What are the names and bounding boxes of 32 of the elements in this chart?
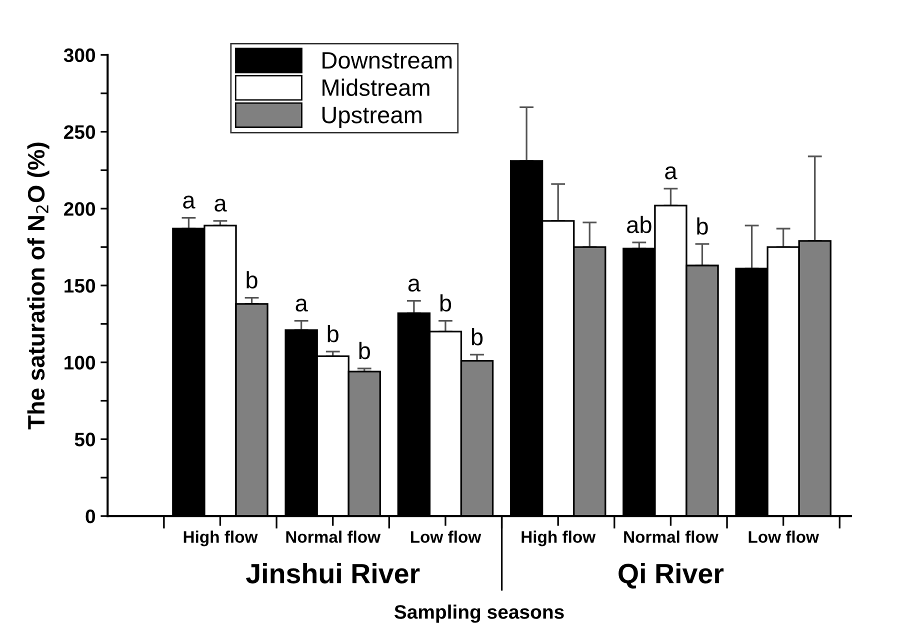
data-label: a — [214, 198, 227, 212]
data-label: a — [296, 298, 308, 312]
data-label: a — [183, 196, 196, 209]
data-label: b — [246, 271, 258, 288]
data-label: ab — [627, 216, 652, 234]
x-tick-label: Normal flow — [286, 530, 381, 543]
y-tick-label: 200 — [64, 202, 96, 216]
y-tick-label: 50 — [74, 432, 96, 446]
y-tick-label: 300 — [64, 48, 96, 62]
text: Qi River — [618, 563, 724, 589]
data-label: b — [697, 217, 708, 235]
y-tick-label: 150 — [64, 278, 96, 293]
x-tick-label: Low flow — [748, 530, 819, 543]
data-label: b — [472, 328, 483, 346]
x-tick-label: Low flow — [410, 530, 482, 543]
legend-label: Upstream — [322, 106, 422, 128]
x-tick-label: High flow — [522, 530, 596, 546]
y-tick-label: 100 — [64, 356, 96, 370]
data-label: b — [328, 324, 338, 342]
data-label: b — [440, 294, 452, 312]
text: Jinshui River — [246, 563, 420, 584]
x-tick-label: High flow — [184, 530, 258, 546]
y-axis-title: The saturation of N$_{2}$O (%) — [27, 142, 50, 430]
legend-label: Midstream — [322, 78, 430, 96]
data-label: a — [665, 166, 678, 180]
data-label: a — [408, 278, 420, 292]
y-tick-label: 250 — [64, 125, 96, 140]
y-tick-label: 0 — [86, 510, 96, 524]
data-label: b — [359, 342, 370, 360]
x-axis-title: Sampling seasons — [394, 604, 564, 623]
legend-label: Downstream — [322, 52, 452, 69]
x-tick-label: Normal flow — [624, 530, 718, 543]
